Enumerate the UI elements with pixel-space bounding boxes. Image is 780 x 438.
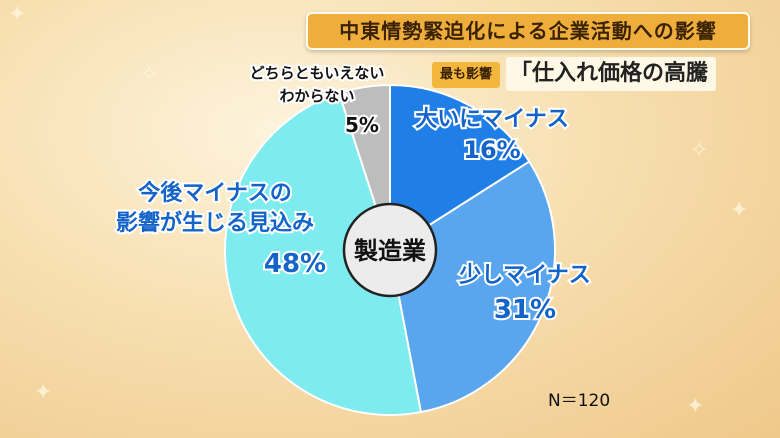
impact-highlight: 「仕入れ価格の高騰 <box>506 57 717 91</box>
slice-value-label: 5% <box>345 113 379 137</box>
sparkle-icon: ✦ <box>686 394 705 419</box>
slice-label: どちらともいえない <box>250 64 385 82</box>
pie-slice <box>388 160 556 414</box>
slice-value-label: 31% <box>494 295 556 325</box>
slice-label: 大いにマイナス <box>415 107 569 132</box>
slice-label: 影響が生じる見込み <box>116 210 314 236</box>
slice-label: 今後マイナスの <box>138 180 292 206</box>
sample-size: N＝120 <box>548 391 611 411</box>
sparkle-icon: ✧ <box>690 138 709 163</box>
impact-tag: 最も影響 <box>432 62 500 88</box>
sparkle-icon: ✦ <box>34 380 53 405</box>
center-label: 製造業 <box>354 237 426 265</box>
sparkle-icon: ✧ <box>140 62 159 87</box>
sparkle-icon: ✦ <box>8 2 27 27</box>
slice-label: わからない <box>279 87 354 105</box>
sparkle-icon: ✦ <box>730 198 749 223</box>
center-disc <box>342 202 438 298</box>
slice-value-label: 48% <box>264 249 326 279</box>
pie-slice <box>389 83 531 252</box>
pie-slice <box>224 91 423 417</box>
slice-label: 少しマイナス <box>458 263 591 288</box>
chart-title: 中東情勢緊迫化による企業活動への影響 <box>306 12 750 50</box>
slice-value-label: 16% <box>463 136 520 164</box>
